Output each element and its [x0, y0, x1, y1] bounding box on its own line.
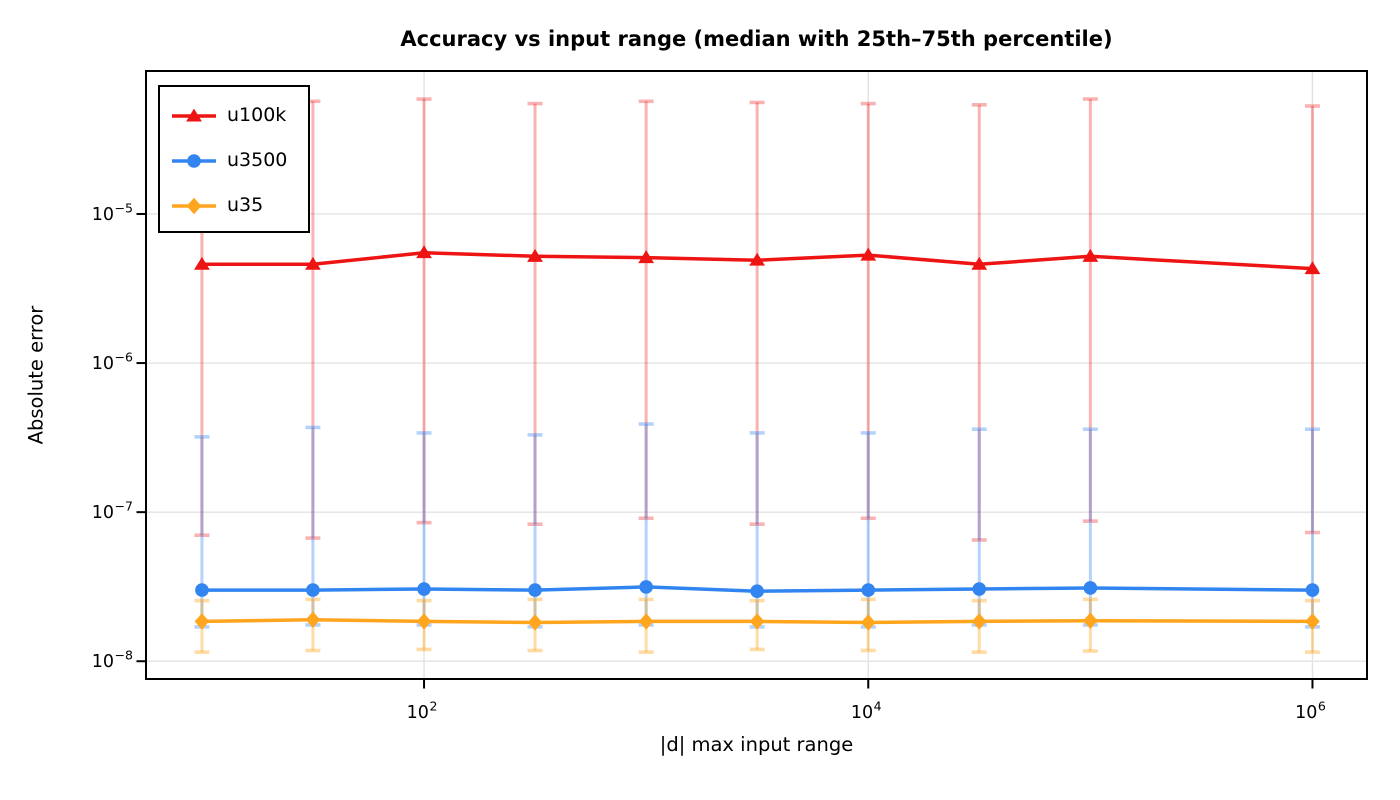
- series-u100k: [194, 97, 1321, 542]
- tick-label: 102: [407, 699, 438, 724]
- plot-border: [145, 70, 1368, 680]
- triangle-marker: [1082, 248, 1099, 262]
- diamond-marker: [1083, 612, 1098, 629]
- diamond-marker: [416, 613, 432, 630]
- triangle-marker: [971, 256, 988, 270]
- tick-label: 10−7: [92, 499, 133, 524]
- y-axis-label: Absolute error: [24, 305, 48, 445]
- triangle-marker: [1304, 261, 1321, 275]
- triangle-marker: [305, 256, 321, 270]
- triangle-marker: [749, 252, 766, 266]
- circle-marker: [417, 582, 431, 596]
- gridlines: [146, 71, 1367, 679]
- circle-marker: [195, 583, 209, 597]
- circle-marker: [1305, 583, 1320, 597]
- x-axis-label: |d| max input range: [659, 733, 854, 756]
- legend-label: u100k: [227, 104, 287, 126]
- legend-label: u3500: [227, 149, 288, 171]
- tick-label: 104: [851, 699, 882, 724]
- diamond-marker: [749, 613, 765, 630]
- legend-marker-circle-icon: [172, 153, 216, 168]
- diamond-marker: [1305, 613, 1320, 630]
- series-line-u3500: [200, 585, 1315, 593]
- tick-label: 10−8: [92, 648, 133, 673]
- series-u3500: [194, 422, 1320, 629]
- diamond-marker: [305, 611, 321, 628]
- legend: u100k u3500 u35: [158, 85, 310, 233]
- diamond-marker: [638, 613, 654, 630]
- series-line-u100k: [200, 250, 1315, 271]
- triangle-marker: [860, 247, 877, 261]
- legend-item-u3500: u3500: [160, 138, 308, 183]
- tick-label: 106: [1295, 699, 1326, 724]
- circle-marker: [1083, 581, 1098, 595]
- chart-title: Accuracy vs input range (median with 25t…: [400, 27, 1113, 51]
- legend-marker-diamond-icon: [172, 197, 216, 214]
- legend-label: u35: [227, 194, 264, 216]
- diamond-marker: [194, 613, 210, 630]
- triangle-marker: [638, 250, 655, 264]
- series-line-u35: [200, 617, 1315, 625]
- triangle-marker: [194, 256, 210, 270]
- legend-marker-triangle-icon: [172, 108, 216, 121]
- circle-marker: [861, 583, 876, 597]
- legend-item-u35: u35: [160, 183, 308, 228]
- legend-item-u100k: u100k: [160, 93, 308, 138]
- diamond-marker: [186, 197, 202, 214]
- triangle-marker: [416, 245, 432, 259]
- triangle-marker: [186, 108, 202, 121]
- tick-label: 10−5: [92, 200, 133, 225]
- series-u35: [194, 597, 1320, 654]
- circle-marker: [306, 583, 320, 597]
- triangle-marker: [527, 248, 543, 262]
- tick-label: 10−6: [92, 350, 133, 375]
- circle-marker: [639, 580, 653, 594]
- diamond-marker: [971, 613, 987, 630]
- circle-marker: [972, 582, 987, 596]
- diamond-marker: [860, 614, 876, 631]
- circle-marker: [750, 584, 764, 598]
- diamond-marker: [527, 614, 543, 631]
- circle-marker: [528, 583, 542, 597]
- circle-marker: [187, 153, 201, 168]
